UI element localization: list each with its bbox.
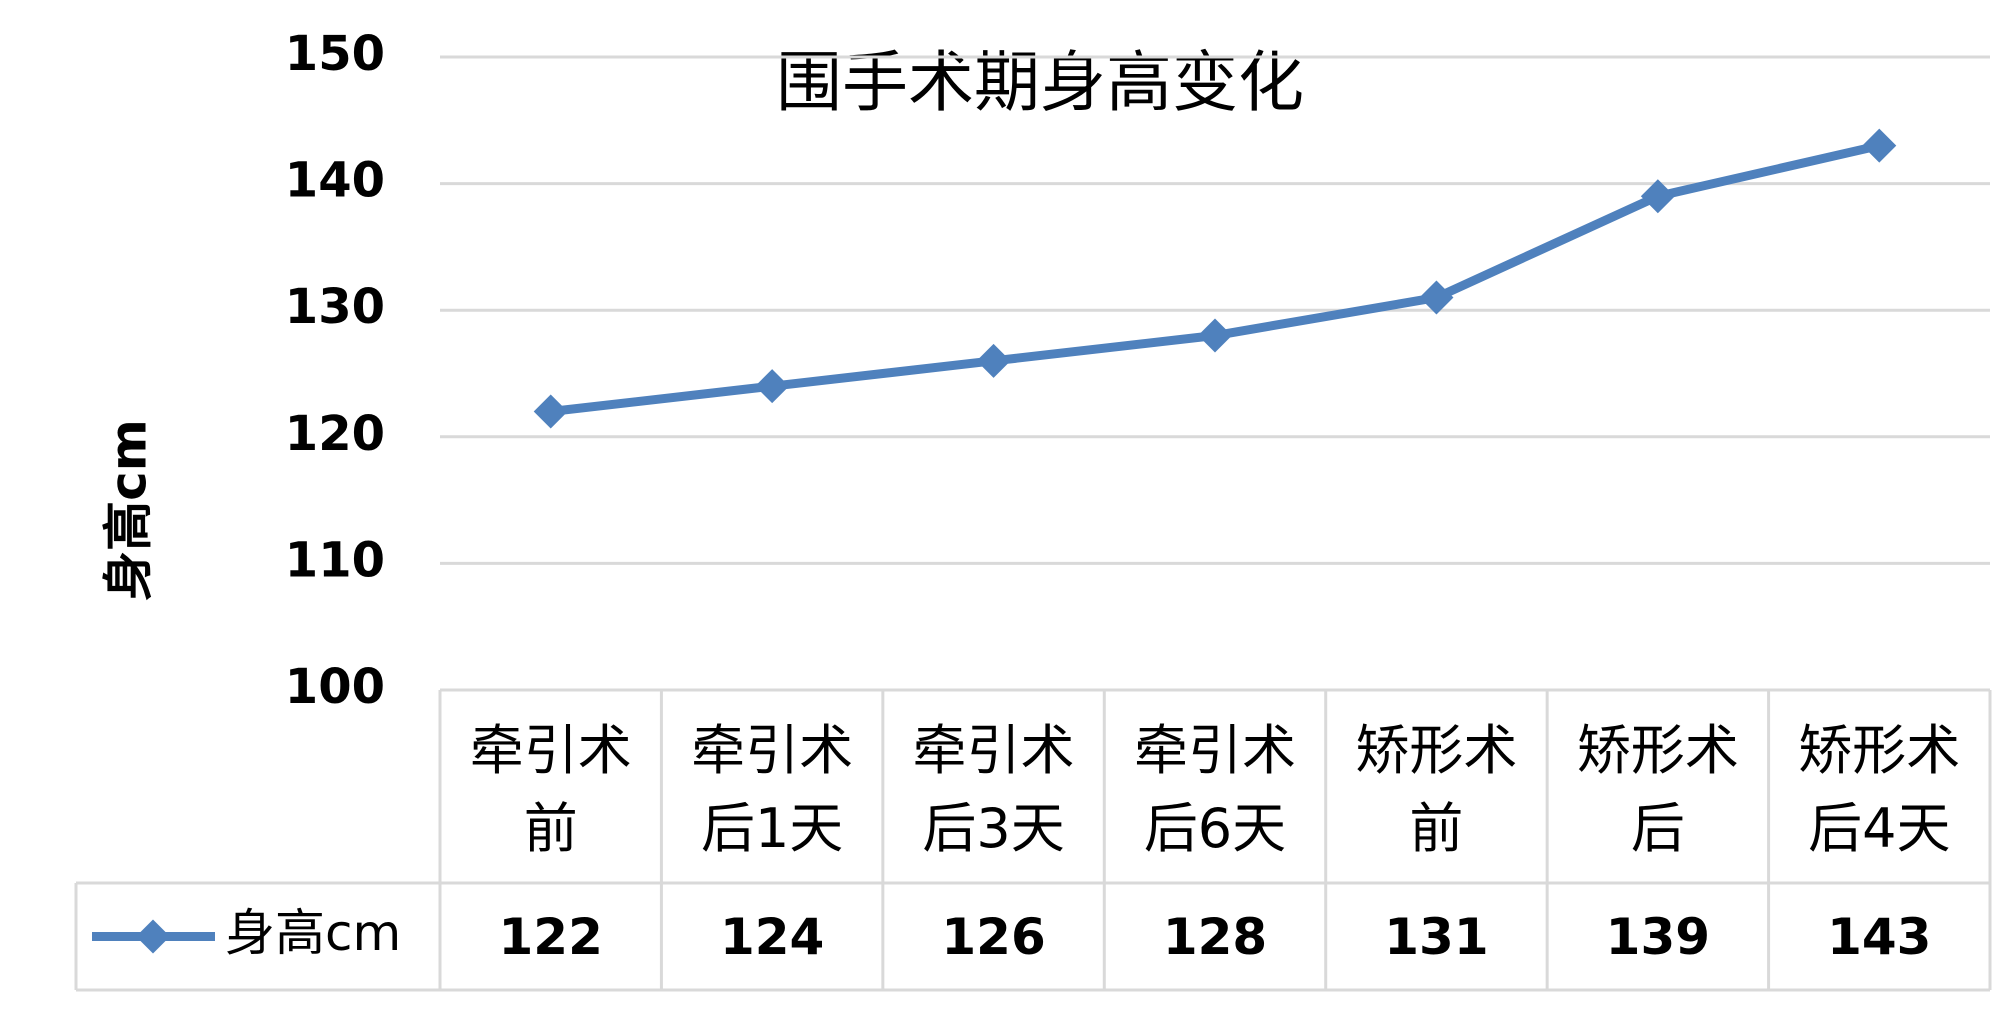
legend-label: 身高cm — [225, 904, 401, 962]
series-line — [550, 141, 1881, 416]
table-value: 143 — [1827, 908, 1931, 966]
legend-marker — [136, 919, 170, 954]
marker — [976, 343, 1011, 378]
x-tick-label: 牵引术后3天 — [912, 719, 1075, 860]
x-tick-label: 牵引术前 — [469, 719, 632, 860]
table-value: 131 — [1384, 908, 1488, 966]
x-tick-label: 矫形术前 — [1355, 719, 1518, 860]
marker — [755, 369, 790, 404]
marker — [1640, 179, 1675, 214]
table-value: 124 — [720, 908, 824, 966]
marker — [1198, 318, 1232, 353]
x-tick-label: 牵引术后1天 — [691, 719, 854, 860]
marker — [533, 394, 568, 429]
y-tick-label: 110 — [285, 532, 385, 588]
y-tick-label: 130 — [285, 279, 385, 335]
x-tick-label: 牵引术后6天 — [1133, 719, 1296, 860]
y-tick-label: 140 — [285, 153, 385, 209]
table-value: 122 — [499, 908, 603, 966]
table-value: 139 — [1606, 908, 1710, 966]
table-value: 126 — [941, 908, 1045, 966]
y-tick-label: 120 — [285, 406, 385, 462]
table-value: 128 — [1163, 908, 1267, 966]
marker — [1862, 128, 1897, 163]
x-tick-label: 矫形术后 — [1576, 719, 1739, 860]
y-tick-label: 100 — [285, 659, 385, 715]
y-tick-label: 150 — [285, 26, 385, 82]
x-tick-label: 矫形术后4天 — [1798, 719, 1961, 860]
y-axis-label: 身高cm — [100, 419, 158, 601]
marker — [1419, 280, 1454, 315]
